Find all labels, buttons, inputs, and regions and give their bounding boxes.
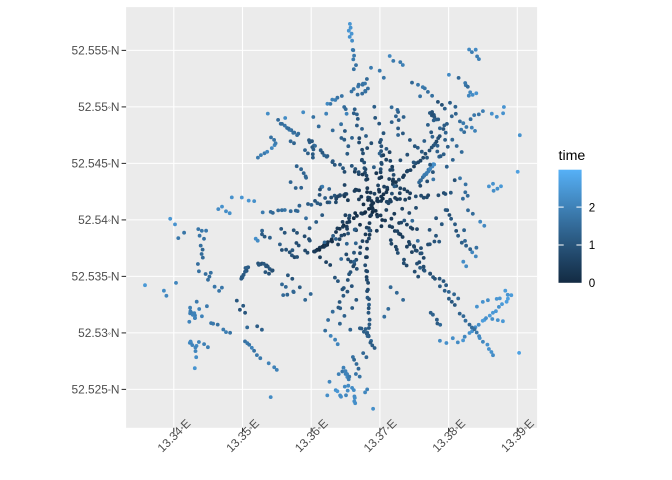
svg-text:2: 2 [589,201,595,214]
svg-text:52.53°N: 52.53°N [78,326,119,340]
svg-text:52.54°N: 52.54°N [78,213,119,227]
svg-text:52.525°N: 52.525°N [71,383,119,397]
svg-text:time: time [559,148,586,164]
svg-text:52.555°N: 52.555°N [71,44,119,58]
svg-text:52.55°N: 52.55°N [78,100,119,114]
svg-text:0: 0 [589,277,595,290]
svg-text:52.535°N: 52.535°N [71,270,119,284]
svg-text:1: 1 [589,239,595,252]
svg-text:52.545°N: 52.545°N [71,157,119,171]
